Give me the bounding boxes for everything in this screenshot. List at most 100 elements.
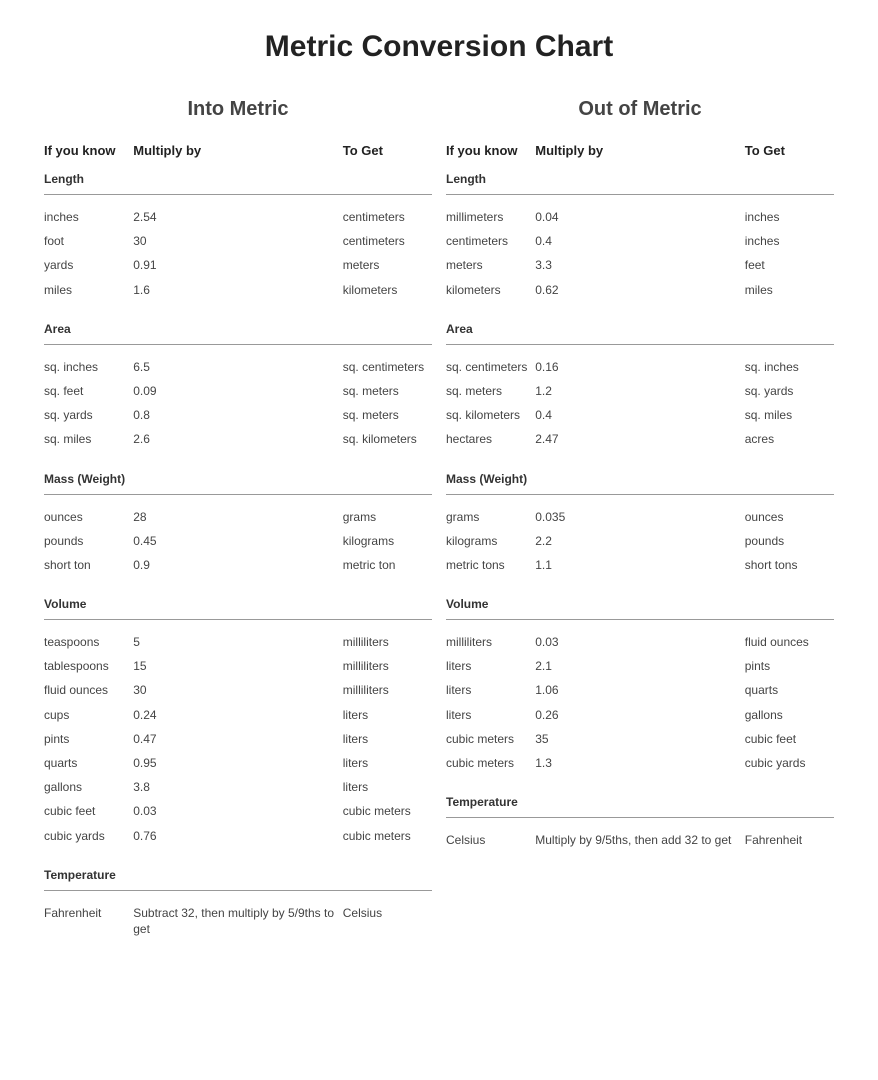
out-title: Out of Metric: [446, 98, 834, 121]
out-header-row: If you know Multiply by To Get: [446, 143, 834, 158]
cell-get: meters: [343, 257, 432, 273]
cell-multiply: 0.8: [133, 407, 343, 423]
into-sections: Lengthinches2.54centimetersfoot30centime…: [44, 172, 432, 941]
cell-get: sq. meters: [343, 407, 432, 423]
table-row: liters2.1pints: [446, 654, 834, 678]
section-title: Mass (Weight): [44, 472, 432, 495]
table-row: sq. kilometers0.4sq. miles: [446, 403, 834, 427]
table-row: miles1.6kilometers: [44, 278, 432, 302]
cell-multiply: 2.47: [535, 431, 745, 447]
cell-multiply: 0.95: [133, 755, 343, 771]
cell-know: cubic yards: [44, 828, 133, 844]
cell-get: Fahrenheit: [745, 832, 834, 848]
table-row: pints0.47liters: [44, 727, 432, 751]
cell-multiply: 3.3: [535, 257, 745, 273]
cell-know: cubic feet: [44, 803, 133, 819]
page-title: Metric Conversion Chart: [44, 30, 834, 64]
cell-multiply: 2.6: [133, 431, 343, 447]
cell-multiply: 30: [133, 233, 343, 249]
cell-multiply: Multiply by 9/5ths, then add 32 to get: [535, 832, 745, 848]
table-row: centimeters0.4inches: [446, 229, 834, 253]
cell-multiply: 0.62: [535, 282, 745, 298]
table-row: cubic meters35cubic feet: [446, 727, 834, 751]
cell-know: liters: [446, 658, 535, 674]
cell-get: cubic meters: [343, 828, 432, 844]
cell-get: sq. centimeters: [343, 359, 432, 375]
cell-know: millimeters: [446, 209, 535, 225]
table-row: sq. meters1.2sq. yards: [446, 379, 834, 403]
cell-know: pints: [44, 731, 133, 747]
table-row: short ton0.9metric ton: [44, 553, 432, 577]
section-title: Temperature: [44, 868, 432, 891]
cell-multiply: 35: [535, 731, 745, 747]
table-row: foot30centimeters: [44, 229, 432, 253]
cell-multiply: 0.4: [535, 233, 745, 249]
cell-multiply: 0.9: [133, 557, 343, 573]
cell-get: fluid ounces: [745, 634, 834, 650]
section-title: Temperature: [446, 795, 834, 818]
cell-multiply: 0.24: [133, 707, 343, 723]
cell-know: sq. inches: [44, 359, 133, 375]
cell-know: kilograms: [446, 533, 535, 549]
section-title: Area: [44, 322, 432, 345]
cell-know: meters: [446, 257, 535, 273]
cell-know: cubic meters: [446, 755, 535, 771]
table-row: fluid ounces30milliliters: [44, 678, 432, 702]
table-row: hectares2.47acres: [446, 427, 834, 451]
into-header-know: If you know: [44, 143, 133, 158]
cell-know: sq. centimeters: [446, 359, 535, 375]
cell-get: liters: [343, 731, 432, 747]
cell-know: short ton: [44, 557, 133, 573]
cell-multiply: 0.76: [133, 828, 343, 844]
table-row: liters0.26gallons: [446, 703, 834, 727]
cell-multiply: 1.06: [535, 682, 745, 698]
cell-know: yards: [44, 257, 133, 273]
cell-get: ounces: [745, 509, 834, 525]
cell-get: kilograms: [343, 533, 432, 549]
into-title: Into Metric: [44, 98, 432, 121]
cell-know: sq. kilometers: [446, 407, 535, 423]
table-row: millimeters0.04inches: [446, 205, 834, 229]
table-row: quarts0.95liters: [44, 751, 432, 775]
cell-get: sq. meters: [343, 383, 432, 399]
table-row: teaspoons5milliliters: [44, 630, 432, 654]
cell-multiply: 0.47: [133, 731, 343, 747]
cell-multiply: 0.035: [535, 509, 745, 525]
cell-get: milliliters: [343, 658, 432, 674]
into-header-mult: Multiply by: [133, 143, 343, 158]
table-row: yards0.91meters: [44, 253, 432, 277]
table-row: CelsiusMultiply by 9/5ths, then add 32 t…: [446, 828, 834, 852]
cell-multiply: 1.6: [133, 282, 343, 298]
out-header-get: To Get: [745, 143, 834, 158]
cell-know: inches: [44, 209, 133, 225]
cell-know: gallons: [44, 779, 133, 795]
columns-wrapper: Into Metric If you know Multiply by To G…: [44, 98, 834, 941]
table-row: gallons3.8liters: [44, 775, 432, 799]
table-row: sq. miles2.6sq. kilometers: [44, 427, 432, 451]
cell-multiply: 1.3: [535, 755, 745, 771]
section-title: Area: [446, 322, 834, 345]
cell-multiply: 30: [133, 682, 343, 698]
section-title: Length: [446, 172, 834, 195]
cell-get: milliliters: [343, 682, 432, 698]
cell-get: liters: [343, 707, 432, 723]
cell-get: miles: [745, 282, 834, 298]
into-metric-column: Into Metric If you know Multiply by To G…: [44, 98, 432, 941]
cell-know: hectares: [446, 431, 535, 447]
cell-know: liters: [446, 682, 535, 698]
cell-know: grams: [446, 509, 535, 525]
cell-get: metric ton: [343, 557, 432, 573]
cell-know: sq. yards: [44, 407, 133, 423]
cell-multiply: 0.26: [535, 707, 745, 723]
out-header-know: If you know: [446, 143, 535, 158]
cell-know: sq. feet: [44, 383, 133, 399]
cell-know: milliliters: [446, 634, 535, 650]
table-row: sq. yards0.8sq. meters: [44, 403, 432, 427]
table-row: kilometers0.62miles: [446, 278, 834, 302]
into-header-get: To Get: [343, 143, 432, 158]
cell-multiply: 0.03: [535, 634, 745, 650]
table-row: sq. centimeters0.16sq. inches: [446, 355, 834, 379]
cell-get: sq. yards: [745, 383, 834, 399]
out-of-metric-column: Out of Metric If you know Multiply by To…: [446, 98, 834, 941]
table-row: meters3.3feet: [446, 253, 834, 277]
